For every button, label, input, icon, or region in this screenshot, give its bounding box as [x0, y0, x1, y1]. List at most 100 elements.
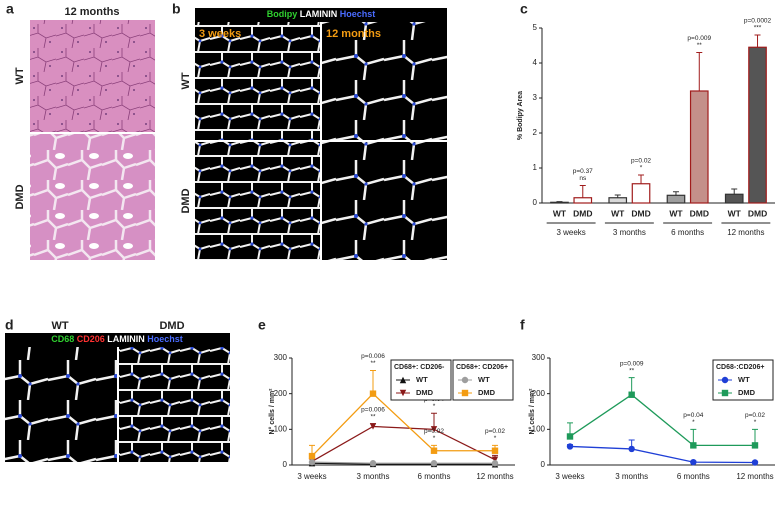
p-value: p=0.04 [683, 412, 703, 419]
p-value: p=0.006 [361, 353, 385, 360]
x-tick-label: 3 weeks [555, 472, 584, 481]
significance: *** [754, 25, 762, 32]
fluorescence-image [5, 347, 117, 462]
y-tick-label: 1 [533, 163, 538, 172]
error-bar [370, 369, 376, 394]
marker [491, 447, 499, 454]
legend-label: WT [478, 375, 490, 384]
marker [628, 445, 635, 453]
row-label: WT [180, 72, 192, 89]
marker [491, 460, 499, 467]
x-tick-label: 12 months [476, 472, 513, 481]
x-tick-label: 6 months [677, 472, 710, 481]
marker [628, 391, 635, 398]
y-tick-label: 300 [274, 353, 288, 362]
marker [308, 458, 316, 466]
bar [689, 90, 709, 204]
p-value: p=0.009 [620, 360, 644, 367]
p-value: p=0.02 [485, 428, 505, 435]
x-tick-label: DMD [748, 208, 767, 218]
marker [399, 389, 407, 397]
marker [369, 423, 377, 430]
marker [369, 460, 377, 467]
series-line [311, 461, 495, 464]
charts: c % Bodipy Area 0 1 2 3 4 5 3 weeks WT DMD p=0.37ns… [258, 1, 775, 481]
error-bar [672, 191, 679, 196]
histology-image [30, 20, 155, 132]
bar [550, 201, 569, 204]
stain: CD206 [77, 334, 105, 344]
x-category-label: 3 weeks [556, 228, 585, 237]
marker [369, 390, 377, 397]
fluorescence-image [195, 142, 320, 260]
significance: ** [370, 360, 376, 367]
significance: * [640, 165, 643, 172]
fluorescence-image [119, 347, 230, 462]
y-tick-label: 200 [532, 389, 546, 398]
x-tick-label: DMD [573, 208, 592, 218]
x-tick-label: 6 months [418, 472, 451, 481]
marker [461, 389, 469, 397]
panel-label: c [520, 1, 528, 17]
marker [751, 459, 759, 466]
series-line [311, 392, 495, 457]
stain-legend: CD68 CD206 LAMININ Hoechst [51, 334, 183, 344]
y-tick-label: 3 [533, 93, 538, 102]
marker [461, 376, 469, 384]
series-line [311, 425, 496, 462]
panel-label: b [172, 1, 181, 17]
p-value: p=0.009 [687, 35, 711, 42]
y-tick-label: 0 [283, 460, 288, 469]
marker [430, 426, 438, 433]
y-tick-label: 5 [533, 23, 538, 32]
x-tick-label: DMD [690, 208, 709, 218]
marker [430, 447, 438, 454]
bar [666, 194, 686, 204]
stain-legend: Bodipy LAMININ Hoechst [267, 9, 376, 19]
p-value: p=0.02 [424, 428, 444, 435]
marker [308, 452, 316, 460]
y-axis-label: N° cells / mm² [528, 388, 536, 435]
x-tick-label: WT [669, 208, 683, 218]
significance: * [433, 435, 436, 442]
error-bar [579, 185, 586, 198]
y-tick-label: 100 [532, 424, 546, 433]
column-label: 12 months [326, 28, 381, 40]
y-axis-label: % Bodipy Area [517, 91, 524, 140]
column-label: DMD [159, 320, 184, 332]
panel-label: d [5, 317, 14, 333]
column-label: 3 weeks [199, 28, 241, 40]
panel-label: e [258, 317, 266, 333]
stain: CD68 [51, 334, 74, 344]
stain-bar [195, 8, 447, 22]
series-line [311, 462, 496, 465]
bar [573, 197, 593, 204]
marker [491, 456, 499, 463]
y-axis-label: N° cells / mm² [268, 388, 276, 435]
significance: * [494, 435, 497, 442]
bar [631, 183, 651, 204]
marker [721, 389, 729, 397]
row-label: DMD [180, 188, 192, 213]
panel-label: f [520, 317, 525, 333]
y-tick-label: 300 [532, 353, 546, 362]
legend-title: CD68+: CD206- [394, 364, 445, 371]
stain: LAMININ [107, 334, 145, 344]
fluorescence-image [322, 142, 447, 260]
marker [566, 433, 574, 440]
marker [430, 460, 438, 467]
bar [748, 46, 767, 204]
legend-label: WT [416, 375, 428, 384]
x-tick-label: WT [611, 208, 625, 218]
x-tick-label: 3 months [615, 472, 648, 481]
histology-image [30, 134, 155, 260]
stain: Hoechst [147, 334, 183, 344]
legend-label: DMD [478, 388, 496, 397]
marker [721, 376, 729, 384]
p-value: p=0.0002 [744, 18, 772, 25]
y-tick-label: 0 [533, 198, 538, 207]
significance: ** [370, 413, 376, 420]
significance: ** [629, 367, 635, 374]
series-line [569, 445, 756, 464]
p-value: p=0.02 [631, 158, 651, 165]
